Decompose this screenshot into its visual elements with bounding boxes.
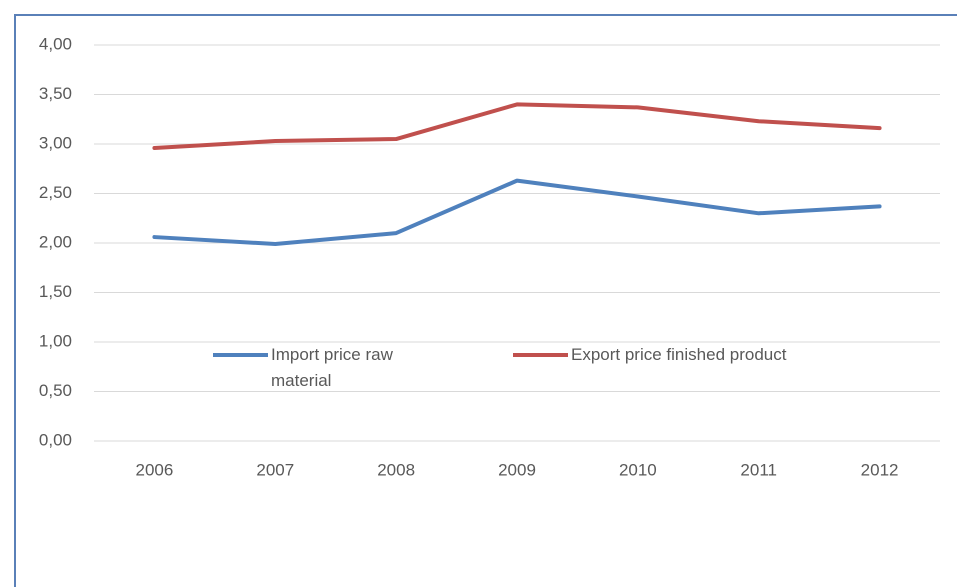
- legend-label: Import price raw material: [271, 345, 393, 390]
- y-tick-label: 1,50: [39, 282, 72, 301]
- x-tick-label: 2012: [861, 460, 899, 479]
- series-line: [152, 102, 882, 150]
- y-tick-label: 4,00: [39, 34, 72, 53]
- y-tick-label: 3,50: [39, 84, 72, 103]
- x-tick-label: 2011: [740, 460, 777, 479]
- y-tick-label: 2,00: [39, 232, 72, 251]
- chart-frame: [14, 14, 957, 587]
- x-tick-label: 2007: [256, 460, 294, 479]
- legend-label: Export price finished product: [571, 345, 787, 364]
- y-tick-label: 0,00: [39, 430, 72, 449]
- y-tick-label: 2,50: [39, 183, 72, 202]
- y-tick-label: 0,50: [39, 381, 72, 400]
- y-tick-label: 3,00: [39, 133, 72, 152]
- x-tick-label: 2009: [498, 460, 536, 479]
- y-tick-label: 1,00: [39, 331, 72, 350]
- x-tick-label: 2010: [619, 460, 657, 479]
- x-tick-label: 2006: [136, 460, 174, 479]
- series-line: [152, 178, 882, 246]
- x-tick-label: 2008: [377, 460, 415, 479]
